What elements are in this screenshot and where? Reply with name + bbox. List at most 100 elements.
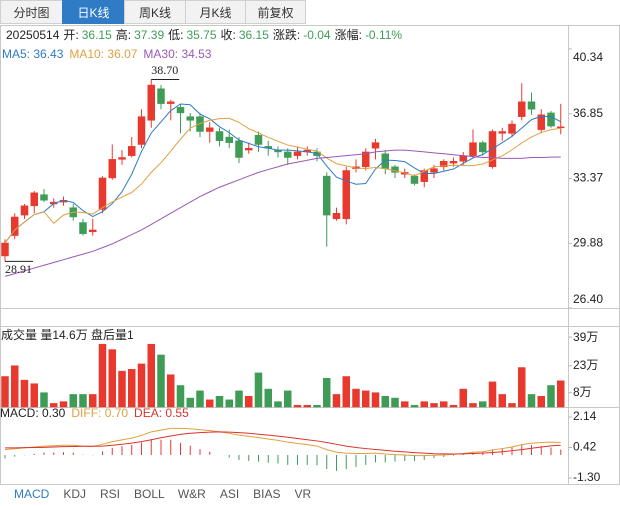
volume-bar: [332, 394, 341, 408]
quote-line: 20250514 开: 36.15 高: 37.39 低: 35.75 收: 36.15 涨跌: -…: [6, 27, 402, 42]
y-tick-label: 29.88: [573, 236, 603, 250]
volume-bar: [459, 388, 467, 408]
quote-label: 高:: [116, 27, 131, 42]
volume-bar: [215, 395, 224, 408]
candle-body: [215, 131, 224, 142]
y-tick-label: -1.30: [573, 470, 601, 484]
volume-bar: [508, 403, 516, 408]
tab[interactable]: 日K线: [62, 0, 125, 24]
candle-body: [293, 151, 302, 156]
candle-body: [410, 175, 419, 184]
volume-bar: [264, 388, 272, 408]
y-tick-label: 2.14: [573, 409, 597, 423]
y-tick-label: 40.34: [573, 50, 603, 64]
candle-body: [381, 153, 389, 169]
volume-bar: [206, 399, 214, 408]
volume-bar: [108, 349, 116, 408]
legend-entry: MA30: 34.53: [143, 47, 211, 61]
indicator-tab[interactable]: MACD: [14, 487, 50, 501]
candle-body: [518, 101, 526, 117]
y-tick-label: 8万: [573, 385, 592, 399]
volume-bar: [547, 385, 555, 408]
indicator-line: [4, 117, 561, 244]
legend-entry: MA5: 36.43: [2, 47, 64, 61]
volume-bar: [11, 365, 19, 408]
candle-body: [362, 151, 370, 168]
volume-bar: [284, 390, 292, 408]
tab[interactable]: 月K线: [185, 0, 246, 24]
volume-bar: [20, 379, 29, 408]
volume-bar: [323, 378, 331, 408]
volume-bar: [147, 343, 155, 408]
volume-bar: [59, 401, 68, 408]
volume-bar: [537, 395, 545, 408]
candle-body: [342, 170, 350, 220]
indicator-tab[interactable]: BIAS: [253, 487, 280, 501]
candle-body: [479, 142, 487, 153]
volume-bar: [498, 394, 506, 408]
candle-body: [547, 112, 555, 127]
indicator-tab[interactable]: BOLL: [134, 487, 165, 501]
candle-body: [147, 84, 155, 121]
candle-body: [459, 155, 467, 162]
y-tick-label: 33.37: [573, 171, 603, 185]
quote-label: 开:: [63, 28, 78, 42]
quote-label: 收:: [221, 28, 236, 42]
volume-bar: [362, 390, 370, 408]
legend-entry: MACD: 0.30: [0, 406, 66, 420]
legend-entry: DEA: 0.55: [134, 406, 189, 420]
annotation-label: 28.91: [5, 262, 32, 276]
volume-title: 成交量 量14.6万 盘后量1: [1, 327, 134, 342]
candle-body: [40, 194, 48, 201]
indicator-tab[interactable]: KDJ: [63, 487, 86, 501]
candle-body: [186, 116, 194, 121]
tab[interactable]: 周K线: [124, 0, 186, 24]
volume-bar: [527, 394, 536, 408]
volume-bar: [352, 388, 360, 408]
volume-bar: [1, 376, 9, 408]
quote-value: 36.15: [82, 28, 112, 42]
quote-value: 35.75: [186, 28, 216, 42]
candle-body: [79, 222, 87, 234]
volume-bar: [440, 401, 448, 408]
volume-bar: [469, 403, 477, 408]
volume-bar: [176, 385, 185, 408]
volume-bar: [274, 401, 282, 408]
indicator-line: [4, 103, 561, 244]
indicator-tab[interactable]: VR: [295, 487, 312, 501]
indicator-line: [4, 149, 561, 277]
quote-label: 涨跌:: [273, 27, 300, 42]
candle-body: [137, 116, 146, 145]
candle-body: [440, 160, 448, 168]
quote-label: 涨幅:: [335, 27, 362, 42]
candle-body: [30, 192, 38, 207]
candle-body: [323, 175, 331, 216]
volume-bar: [79, 394, 87, 408]
indicator-tab[interactable]: W&R: [178, 487, 206, 501]
candle-body: [196, 116, 204, 132]
volume-bar: [254, 372, 263, 408]
quote-value: 37.39: [134, 28, 164, 42]
volume-bar: [225, 399, 233, 408]
candle-body: [157, 88, 165, 104]
candle-body: [89, 229, 97, 233]
y-tick-label: 0.42: [573, 440, 597, 454]
annotation-label: 38.70: [151, 63, 178, 77]
volume-bar: [479, 401, 487, 408]
quote-label: 低:: [168, 28, 183, 42]
tab[interactable]: 前复权: [245, 0, 306, 24]
candle-body: [332, 212, 341, 220]
volume-bar: [40, 392, 48, 408]
y-tick-label: 26.40: [573, 292, 603, 306]
volume-bar: [313, 404, 321, 408]
indicator-tab[interactable]: ASI: [220, 487, 239, 501]
tab[interactable]: 分时图: [0, 0, 63, 24]
volume-bar: [293, 404, 302, 408]
indicator-line: [4, 427, 561, 457]
volume-bar: [196, 390, 204, 408]
candle-body: [430, 168, 438, 173]
volume-bar: [420, 401, 428, 408]
indicator-tab[interactable]: RSI: [100, 487, 120, 501]
